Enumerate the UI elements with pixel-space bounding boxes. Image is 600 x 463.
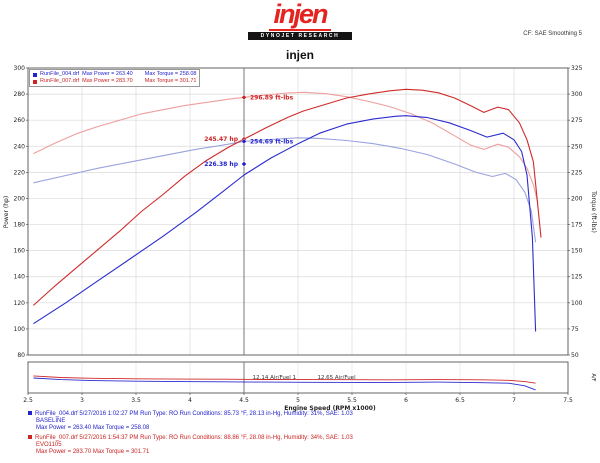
run-max-values: Max Power = 283.70 Max Torque = 301.71 [36, 449, 150, 455]
run-details-line: RunFile_007.drf 5/27/2016 1:54:37 PM Run… [28, 435, 353, 442]
footer-run: RunFile_007.drf 5/27/2016 1:54:37 PM Run… [28, 435, 353, 456]
svg-text:300: 300 [571, 91, 583, 98]
legend-max-power: Max Power = 263.40 [82, 71, 133, 77]
legend-row: RunFile_004.drf Max Power = 263.40 Max T… [33, 71, 196, 78]
svg-text:226.38 hp: 226.38 hp [204, 161, 239, 168]
svg-text:225: 225 [571, 169, 583, 176]
svg-text:100: 100 [14, 326, 26, 333]
run-info-footer: RunFile_004.drf 5/27/2016 1:02:27 PM Run… [28, 411, 353, 459]
svg-text:296.89 ft-lbs: 296.89 ft-lbs [250, 94, 294, 101]
run-tag: BASELINE [36, 418, 66, 424]
injen-logo-text: injen [269, 1, 331, 31]
svg-text:6: 6 [404, 397, 408, 404]
legend-max-power: Max Power = 283.70 [82, 78, 133, 84]
series-color-chip [33, 72, 37, 77]
svg-text:4: 4 [188, 397, 192, 404]
svg-text:180: 180 [14, 222, 26, 229]
svg-text:3: 3 [80, 397, 84, 404]
legend-max-torque: Max Torque = 258.08 [144, 71, 197, 77]
run-details-line: RunFile_004.drf 5/27/2016 1:02:27 PM Run… [28, 411, 353, 418]
legend-file: RunFile_007.drf [40, 78, 80, 84]
page-title: injen [285, 48, 314, 62]
svg-text:3.5: 3.5 [131, 397, 141, 404]
svg-text:120: 120 [14, 300, 26, 307]
svg-text:A/F: A/F [590, 374, 596, 382]
svg-text:250: 250 [571, 143, 583, 150]
svg-text:Engine Speed (RPM x1000): Engine Speed (RPM x1000) [284, 405, 376, 412]
svg-text:75: 75 [571, 326, 579, 333]
run-tag: EVO1105 [36, 442, 62, 448]
legend-file: RunFile_004.drf [40, 71, 80, 77]
svg-text:80: 80 [17, 352, 25, 359]
svg-text:200: 200 [14, 195, 26, 202]
svg-text:220: 220 [14, 169, 26, 176]
svg-text:125: 125 [571, 274, 583, 281]
svg-text:325: 325 [571, 65, 583, 72]
svg-text:160: 160 [14, 248, 26, 255]
series-marker [28, 411, 32, 416]
svg-text:280: 280 [14, 91, 26, 98]
dynojet-research-label: DYNOJET RESEARCH [248, 32, 352, 40]
svg-text:150: 150 [571, 248, 583, 255]
svg-text:12.14 Air/Fuel 1: 12.14 Air/Fuel 1 [253, 375, 296, 381]
svg-text:300: 300 [14, 65, 26, 72]
svg-text:4.5: 4.5 [239, 397, 249, 404]
svg-text:12.65 Air/Fuel: 12.65 Air/Fuel [317, 375, 356, 381]
chart-legend: RunFile_004.drf Max Power = 263.40 Max T… [29, 69, 201, 87]
smoothing-label: CF: SAE Smoothing 5 [523, 31, 582, 37]
injen-logo: injen DYNOJET RESEARCH [0, 1, 600, 40]
svg-text:240: 240 [14, 143, 26, 150]
svg-text:275: 275 [571, 117, 583, 124]
svg-text:2.5: 2.5 [23, 397, 33, 404]
svg-text:260: 260 [14, 117, 26, 124]
series-color-chip [33, 79, 37, 84]
legend-row: RunFile_007.drf Max Power = 283.70 Max T… [33, 78, 196, 85]
svg-text:140: 140 [14, 274, 26, 281]
run-max-values: Max Power = 263.40 Max Torque = 258.08 [36, 425, 150, 431]
svg-text:5.5: 5.5 [347, 397, 357, 404]
footer-run: RunFile_004.drf 5/27/2016 1:02:27 PM Run… [28, 411, 353, 432]
svg-text:200: 200 [571, 195, 583, 202]
svg-text:7.5: 7.5 [563, 397, 573, 404]
svg-text:Power (hp): Power (hp) [3, 196, 10, 228]
svg-text:5: 5 [296, 397, 300, 404]
legend-max-torque: Max Torque = 301.71 [144, 78, 197, 84]
svg-text:7: 7 [512, 397, 516, 404]
svg-text:50: 50 [571, 352, 579, 359]
svg-text:254.69 ft-lbs: 254.69 ft-lbs [250, 138, 294, 145]
svg-text:100: 100 [571, 300, 583, 307]
svg-text:6.5: 6.5 [455, 397, 465, 404]
svg-text:245.47 hp: 245.47 hp [204, 136, 239, 143]
series-marker [28, 435, 32, 440]
svg-text:Torque (ft-lbs): Torque (ft-lbs) [590, 190, 597, 233]
run-details: RunFile_004.drf 5/27/2016 1:02:27 PM Run… [35, 411, 353, 417]
run-details: RunFile_007.drf 5/27/2016 1:54:37 PM Run… [35, 435, 353, 441]
svg-text:175: 175 [571, 222, 583, 229]
